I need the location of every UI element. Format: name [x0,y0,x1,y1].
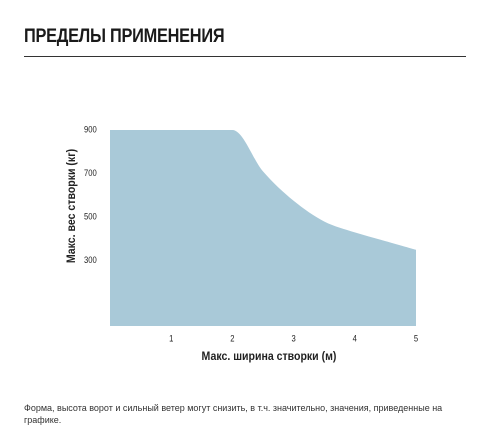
x-tick-label-3: 3 [291,333,296,344]
y-tick-labels: 300 500 700 900 [84,124,97,265]
x-tick-label-1: 1 [169,333,174,344]
page-title: ПРЕДЕЛЫ ПРИМЕНЕНИЯ [24,26,225,47]
x-tick-label-5: 5 [414,333,419,344]
y-tick-label-500: 500 [84,211,97,222]
y-tick-label-300: 300 [84,254,97,265]
x-tick-label-2: 2 [230,333,235,344]
x-tick-label-4: 4 [353,333,358,344]
y-tick-label-900: 900 [84,124,97,135]
x-tick-labels: 1 2 3 4 5 [169,333,418,344]
y-axis-label: Макс. вес створки (кг) [66,149,79,263]
footnote: Форма, высота ворот и сильный ветер могу… [24,403,443,425]
y-tick-label-700: 700 [84,167,97,178]
area-limit-fill [110,130,416,326]
x-axis-label: Макс. ширина створки (м) [202,351,337,364]
title-divider [24,56,466,57]
